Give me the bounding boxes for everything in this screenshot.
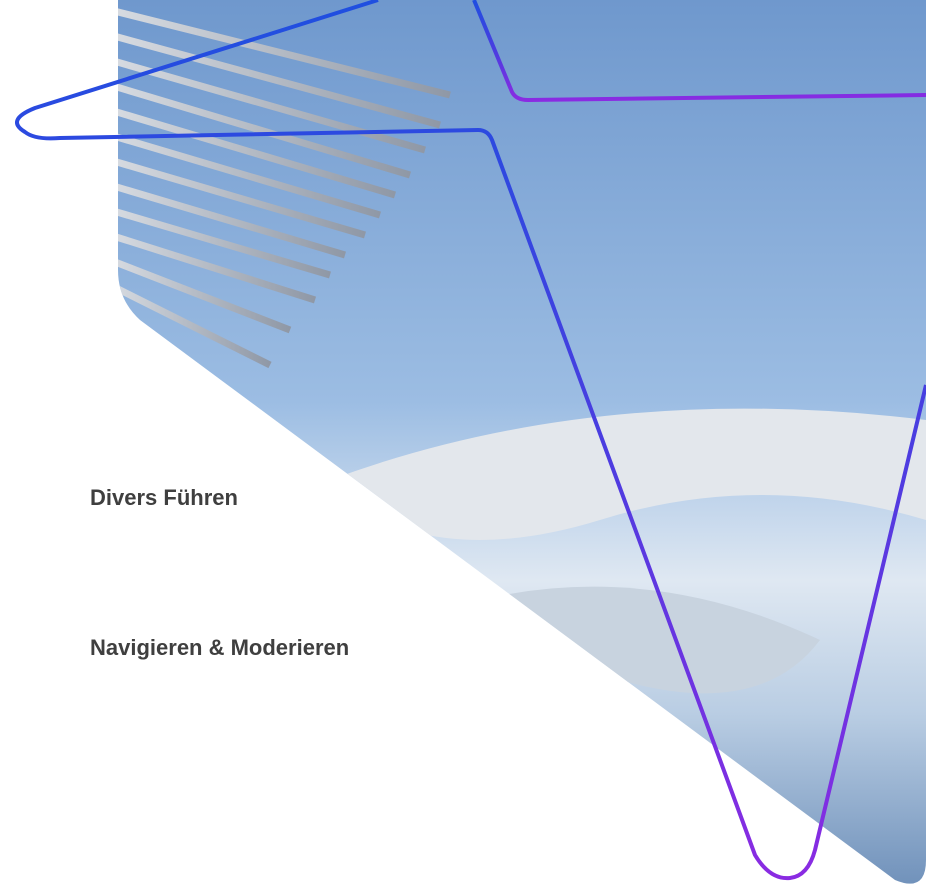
item-text: Navigieren & Moderieren [90,635,349,660]
accent-lines [15,0,926,881]
item-text: Divers Führen [90,485,238,510]
architecture-fins [118,6,451,369]
architecture-reflection [480,586,820,694]
architecture-arch [330,408,926,540]
